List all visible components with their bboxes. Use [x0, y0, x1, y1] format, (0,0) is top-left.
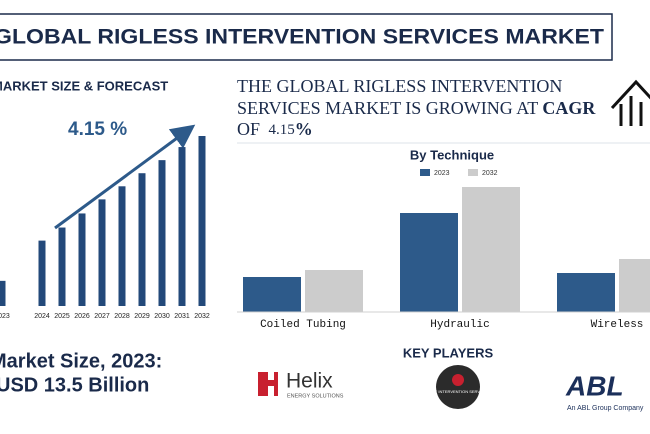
bar: [178, 147, 186, 306]
gulf-name: GULF INTERVENTION SERVICES: [427, 389, 490, 394]
house-icon: [610, 79, 650, 126]
x-tick-label: 2030: [154, 313, 170, 320]
bar: [243, 277, 301, 312]
x-tick-label: 2024: [34, 313, 50, 320]
x-tick-label: 2031: [174, 313, 190, 320]
bar: [58, 227, 66, 306]
legend-label: 2023: [434, 170, 450, 177]
headline-bold: CAGR: [542, 98, 596, 118]
headline-text: OF: [237, 119, 260, 139]
abl-logo: ABL An ABL Group Company: [565, 370, 644, 411]
technique-title: By Technique: [410, 147, 494, 162]
headline: THE GLOBAL RIGLESS INTERVENTION SERVICES…: [237, 76, 596, 139]
bar: [38, 240, 46, 306]
x-tick-label: 2023: [0, 313, 10, 320]
abl-tagline: An ABL Group Company: [567, 405, 644, 412]
x-tick-label: 2025: [54, 313, 70, 320]
bar: [198, 136, 206, 306]
headline-line: THE GLOBAL RIGLESS INTERVENTION: [237, 76, 562, 96]
legend-label: 2032: [482, 170, 498, 177]
x-tick-label: Coiled Tubing: [260, 319, 346, 331]
growth-arrow: [54, 124, 196, 230]
bar: [118, 186, 126, 306]
x-tick-label: Hydraulic: [430, 319, 489, 331]
x-tick-label: 2026: [74, 313, 90, 320]
headline-text: SERVICES MARKET IS GROWING AT: [237, 98, 538, 118]
banner-box: [0, 13, 613, 61]
bar: [557, 273, 615, 312]
x-tick-label: 2029: [134, 313, 150, 320]
legend-swatch: [468, 169, 478, 176]
market-size-value: USD 13.5 Billion: [0, 374, 149, 396]
bar: [305, 270, 363, 312]
market-size-label: Market Size, 2023:: [0, 350, 162, 372]
helix-name: Helix: [286, 370, 333, 393]
headline-value: 4.15: [269, 122, 295, 138]
bar: [98, 199, 106, 306]
headline-line: OF 4.15%: [237, 119, 313, 139]
x-tick-label: Wireless: [591, 319, 644, 331]
key-players-title: KEY PLAYERS: [403, 345, 494, 360]
cagr-annotation: 4.15 %: [68, 119, 127, 140]
bar: [138, 173, 146, 306]
helix-tagline: ENERGY SOLUTIONS: [287, 393, 344, 399]
forecast-title: MARKET SIZE & FORECAST: [0, 78, 168, 93]
bar: [619, 259, 650, 312]
headline-unit: %: [295, 119, 313, 139]
headline-line: SERVICES MARKET IS GROWING AT CAGR: [237, 98, 596, 118]
bar: [158, 160, 166, 306]
helix-logo: Helix ENERGY SOLUTIONS: [258, 370, 344, 399]
bar: [400, 213, 458, 312]
forecast-chart: 2023 2024 2025 2026 2027 2028 2029 2030 2031 2032: [0, 136, 210, 320]
bar: [78, 213, 86, 306]
x-tick-label: 2032: [194, 313, 210, 320]
x-tick-label: 2027: [94, 313, 110, 320]
legend-swatch: [420, 169, 430, 176]
bar: [462, 187, 520, 312]
gulf-logo: GULF INTERVENTION SERVICES: [427, 365, 490, 409]
bar: [0, 280, 6, 306]
technique-chart: 2023 2032 Coiled Tubing Hydraulic Wireless: [237, 169, 650, 331]
banner-title: GLOBAL RIGLESS INTERVENTION SERVICES MAR…: [0, 26, 604, 49]
x-tick-label: 2028: [114, 313, 130, 320]
abl-name: ABL: [565, 370, 624, 401]
